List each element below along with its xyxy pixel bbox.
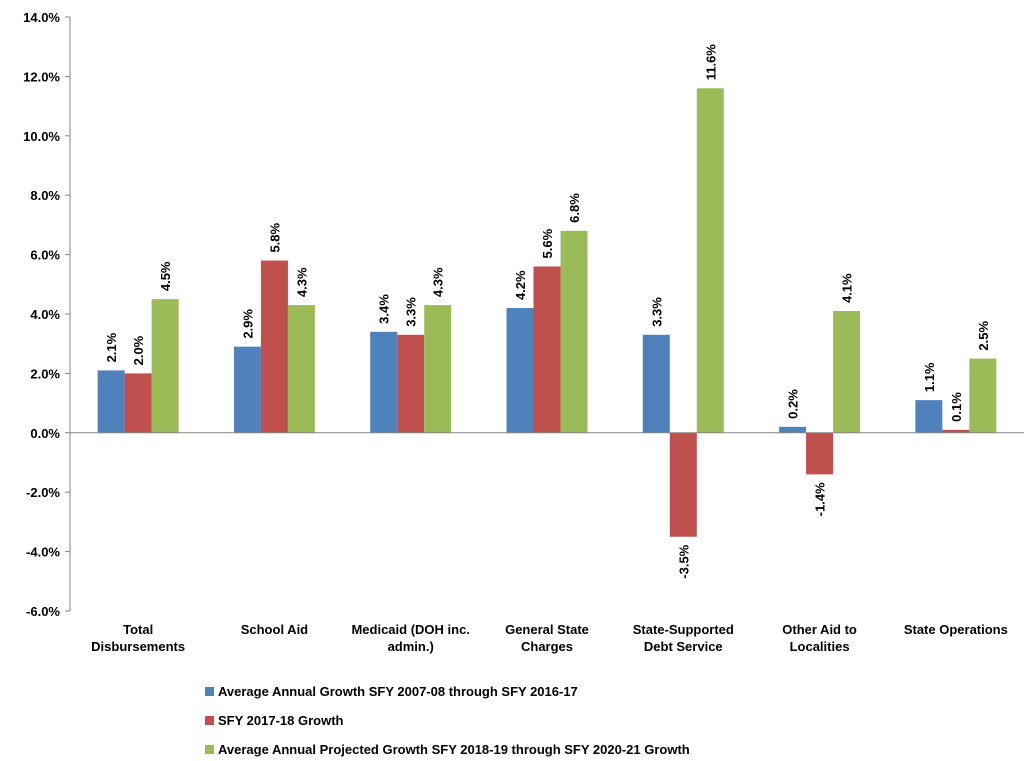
bar [915, 400, 943, 433]
data-label: 2.1% [104, 332, 119, 362]
data-label: 4.3% [431, 267, 446, 297]
data-label: 2.0% [131, 335, 146, 365]
data-label: -1.4% [813, 482, 828, 516]
bar [969, 358, 997, 433]
data-label: 3.3% [649, 297, 664, 327]
data-label: 4.5% [158, 261, 173, 291]
legend-entry: SFY 2017-18 Growth [205, 713, 343, 728]
legend-label: SFY 2017-18 Growth [218, 713, 344, 728]
data-label: 1.1% [922, 362, 937, 392]
data-label: 4.2% [513, 270, 528, 300]
bar [642, 334, 670, 433]
y-tick-label: 12.0% [23, 69, 60, 84]
y-tick-label: 6.0% [30, 248, 60, 263]
data-label: 0.2% [786, 389, 801, 419]
x-tick-label: Medicaid (DOH inc. admin.) [351, 622, 470, 654]
data-label: 6.8% [567, 193, 582, 223]
x-tick-label: School Aid [240, 622, 309, 637]
bar [560, 230, 588, 433]
x-tick-label: State-Supported Debt Service [632, 622, 734, 654]
bar [833, 311, 861, 433]
x-tick-label: Other Aid to Localities [782, 622, 857, 654]
data-label: 5.6% [540, 228, 555, 258]
y-tick-label: 8.0% [30, 188, 60, 203]
bar [287, 305, 315, 433]
bar [97, 370, 125, 433]
bar [370, 331, 398, 433]
y-tick-label: 10.0% [23, 129, 60, 144]
y-tick-label: 2.0% [30, 366, 60, 381]
x-tick-label: Total Disbursements [91, 622, 186, 654]
bar [424, 305, 452, 433]
bar [233, 346, 261, 433]
bar [779, 426, 807, 433]
bar [506, 308, 534, 433]
x-tick-label: State Operations [903, 622, 1008, 637]
legend-label: Average Annual Projected Growth SFY 2018… [218, 742, 690, 757]
legend-label: Average Annual Growth SFY 2007-08 throug… [218, 684, 578, 699]
bar [260, 260, 288, 433]
bar [533, 266, 561, 433]
legend-swatch [205, 687, 214, 696]
data-label: 4.1% [840, 273, 855, 303]
data-label: 3.3% [404, 297, 419, 327]
legend-swatch [205, 716, 214, 725]
y-tick-label: -2.0% [26, 485, 60, 500]
bar [397, 334, 425, 433]
y-tick-label: 4.0% [30, 307, 60, 322]
data-label: -3.5% [676, 544, 691, 578]
y-tick-label: 14.0% [23, 10, 60, 25]
x-tick-label: General State Charges [505, 622, 589, 654]
y-tick-label: -6.0% [26, 604, 60, 619]
bar [151, 299, 179, 433]
data-label: 2.9% [240, 309, 255, 339]
data-label: 4.3% [294, 267, 309, 297]
data-label: 5.8% [267, 222, 282, 252]
y-tick-label: 0.0% [30, 426, 60, 441]
data-label: 0.1% [949, 392, 964, 422]
bar [696, 88, 724, 433]
bar [124, 373, 152, 433]
y-tick-label: -4.0% [26, 545, 60, 560]
data-label: 2.5% [976, 320, 991, 350]
data-label: 11.6% [703, 44, 718, 81]
bar [806, 432, 834, 475]
legend-entry: Average Annual Growth SFY 2007-08 throug… [205, 684, 578, 699]
bar [669, 432, 697, 537]
legend-entry: Average Annual Projected Growth SFY 2018… [205, 742, 690, 757]
legend-swatch [205, 745, 214, 754]
data-label: 3.4% [377, 294, 392, 324]
bar [942, 429, 970, 433]
